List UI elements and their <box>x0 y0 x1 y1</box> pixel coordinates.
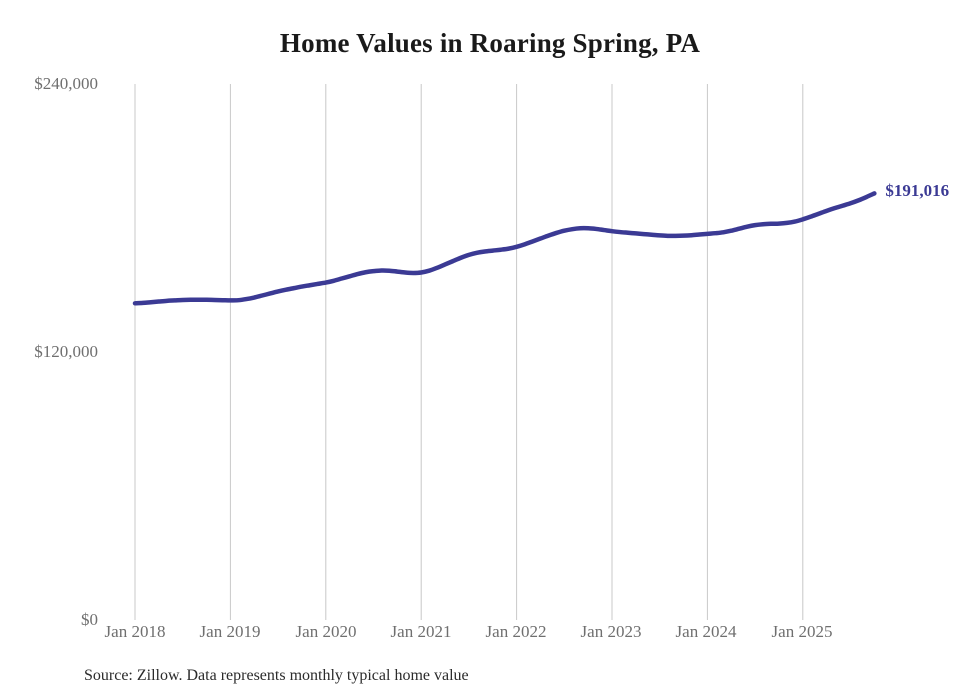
x-axis-tick-label-jan-2025: Jan 2025 <box>771 622 833 641</box>
chart-title: Home Values in Roaring Spring, PA <box>279 28 701 58</box>
y-axis-tick-label-0: $0 <box>81 610 98 629</box>
source-note: Source: Zillow. Data represents monthly … <box>84 667 469 684</box>
gridlines <box>134 84 804 620</box>
data-series-line <box>132 191 877 306</box>
x-axis-tick-label-jan-2022: Jan 2022 <box>485 622 547 641</box>
y-axis-tick-label-240000: $240,000 <box>34 74 98 93</box>
x-axis-tick-label-jan-2020: Jan 2020 <box>295 622 357 641</box>
x-axis-tick-label-jan-2023: Jan 2023 <box>580 622 642 641</box>
end-value-annotation: $191,016 <box>885 181 950 201</box>
x-axis-tick-label-jan-2018: Jan 2018 <box>104 622 166 641</box>
y-axis-tick-label-120000: $120,000 <box>34 342 98 361</box>
x-axis-tick-label-jan-2024: Jan 2024 <box>675 622 737 641</box>
x-axis-tick-label-jan-2019: Jan 2019 <box>199 622 261 641</box>
x-axis-tick-label-jan-2021: Jan 2021 <box>390 622 452 641</box>
